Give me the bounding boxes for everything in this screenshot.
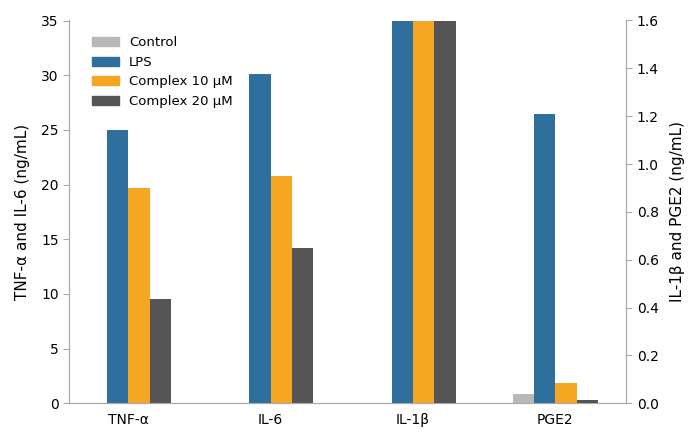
Legend: Control, LPS, Complex 10 μM, Complex 20 μM: Control, LPS, Complex 10 μM, Complex 20 … — [87, 31, 238, 113]
Bar — [512, 394, 534, 403]
Y-axis label: TNF-α and IL-6 (ng/mL): TNF-α and IL-6 (ng/mL) — [15, 124, 30, 300]
Bar — [413, 0, 434, 403]
Bar — [107, 130, 128, 403]
Bar — [249, 74, 271, 403]
Bar — [271, 176, 292, 403]
Bar — [434, 0, 456, 403]
Bar — [128, 188, 150, 403]
Y-axis label: IL-1β and PGE2 (ng/mL): IL-1β and PGE2 (ng/mL) — [670, 122, 685, 302]
Bar — [391, 0, 413, 403]
Bar — [292, 248, 314, 403]
Bar — [555, 383, 577, 403]
Bar — [577, 400, 598, 403]
Bar — [534, 114, 555, 403]
Bar — [150, 299, 171, 403]
